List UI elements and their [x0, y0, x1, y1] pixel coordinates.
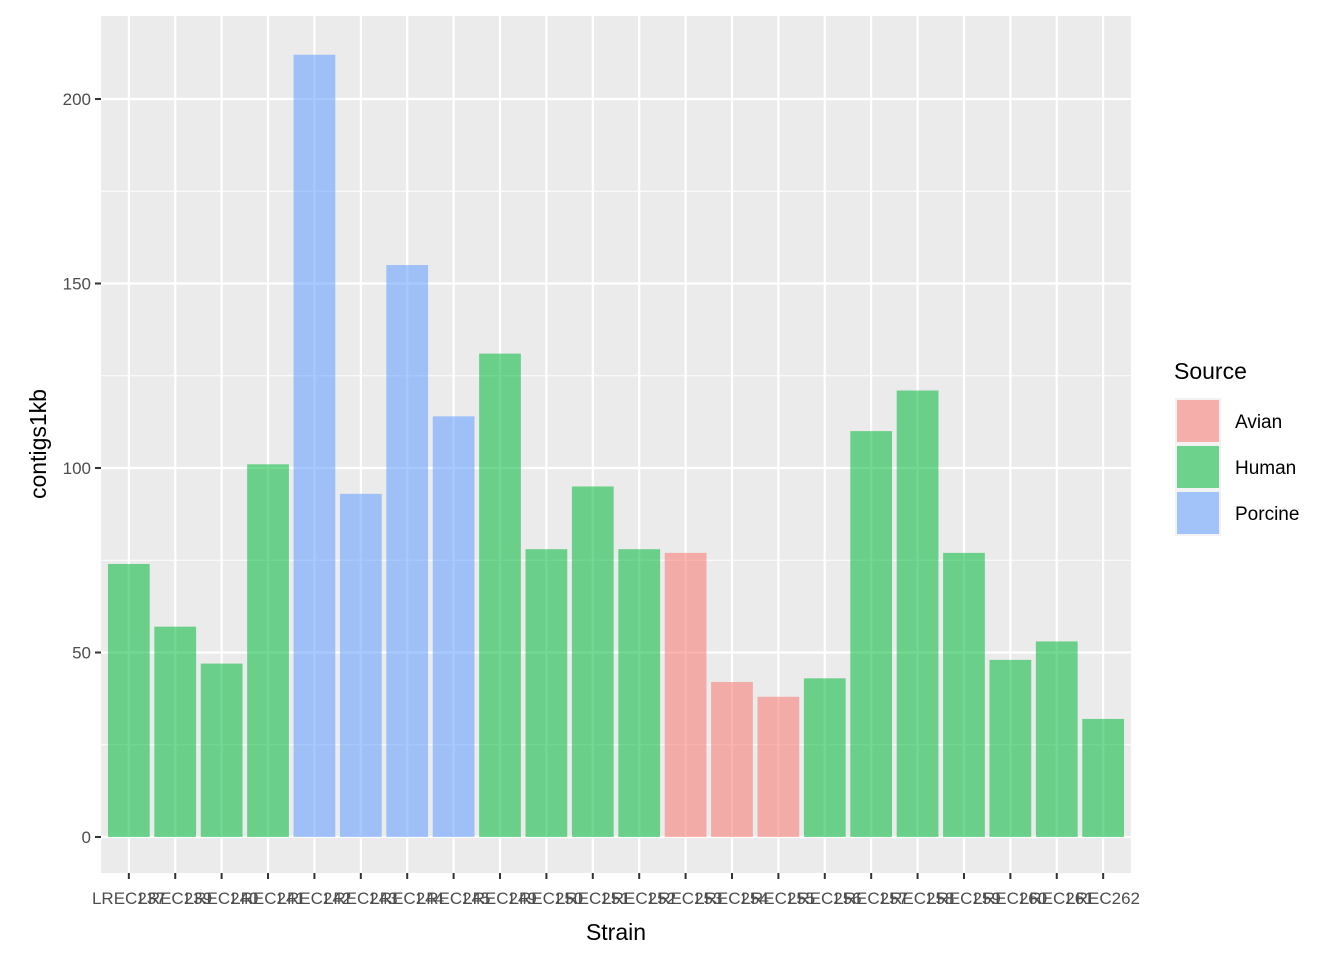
y-tick-label: 200 [63, 90, 91, 109]
x-tick-label: LREC239 [138, 889, 212, 908]
x-tick-label: LREC262 [1066, 889, 1140, 908]
x-tick-label: LREC258 [881, 889, 955, 908]
legend-label-human: Human [1235, 458, 1296, 479]
legend-swatch-porcine [1177, 492, 1219, 534]
y-tick-label: 50 [72, 644, 91, 663]
bar-lrec254 [711, 682, 753, 837]
legend-swatch-human [1177, 446, 1219, 488]
x-tick-label: LREC237 [92, 889, 166, 908]
bar-lrec252 [618, 549, 661, 837]
x-tick-label: LREC252 [602, 889, 676, 908]
bar-lrec255 [757, 696, 800, 837]
bar-lrec244 [386, 265, 429, 837]
x-tick-label: LREC260 [974, 889, 1048, 908]
bar-lrec242 [293, 54, 336, 838]
x-tick-label: LREC255 [742, 889, 816, 908]
bar-lrec256 [803, 678, 846, 837]
x-tick-label: LREC261 [1020, 889, 1094, 908]
x-axis-title: Strain [586, 919, 646, 945]
x-tick-label: LREC249 [463, 889, 537, 908]
bars [107, 54, 1125, 838]
bar-lrec251 [571, 486, 614, 837]
bar-lrec249 [479, 353, 521, 837]
legend-label-porcine: Porcine [1235, 504, 1299, 525]
legend-swatch-avian [1177, 400, 1219, 442]
x-tick-label: LREC254 [695, 889, 769, 908]
x-axis: LREC237LREC239LREC240LREC241LREC242LREC2… [92, 873, 1140, 908]
bar-lrec258 [896, 390, 939, 837]
x-tick-label: LREC244 [370, 889, 444, 908]
x-tick-label: LREC250 [510, 889, 584, 908]
bar-lrec260 [989, 659, 1032, 837]
x-tick-label: LREC245 [417, 889, 491, 908]
y-tick-label: 150 [63, 275, 91, 294]
bar-lrec237 [107, 563, 150, 837]
x-tick-label: LREC251 [556, 889, 630, 908]
legend-label-avian: Avian [1235, 412, 1282, 433]
bar-lrec262 [1082, 718, 1125, 837]
bar-lrec245 [432, 416, 475, 837]
bar-lrec241 [247, 464, 289, 837]
x-tick-label: LREC241 [231, 889, 305, 908]
x-tick-label: LREC256 [788, 889, 862, 908]
bar-lrec239 [154, 626, 197, 837]
legend-title: Source [1174, 358, 1247, 384]
bar-lrec243 [339, 493, 382, 837]
bar-lrec259 [943, 552, 985, 837]
x-tick-label: LREC257 [834, 889, 908, 908]
x-tick-label: LREC253 [649, 889, 723, 908]
x-tick-label: LREC259 [927, 889, 1001, 908]
bar-lrec253 [664, 552, 707, 837]
bar-lrec250 [525, 549, 568, 837]
y-tick-label: 0 [82, 828, 91, 847]
bar-lrec257 [850, 431, 893, 837]
y-axis: 0 50 100 150 200 [63, 90, 101, 847]
x-tick-label: LREC240 [185, 889, 259, 908]
bar-lrec240 [200, 663, 243, 837]
x-tick-label: LREC243 [324, 889, 398, 908]
legend: Source Avian Human Porcine [1174, 358, 1299, 536]
y-axis-title: contigs1kb [25, 389, 51, 499]
bar-lrec261 [1035, 641, 1078, 837]
y-tick-label: 100 [63, 459, 91, 478]
x-tick-label: LREC242 [278, 889, 352, 908]
